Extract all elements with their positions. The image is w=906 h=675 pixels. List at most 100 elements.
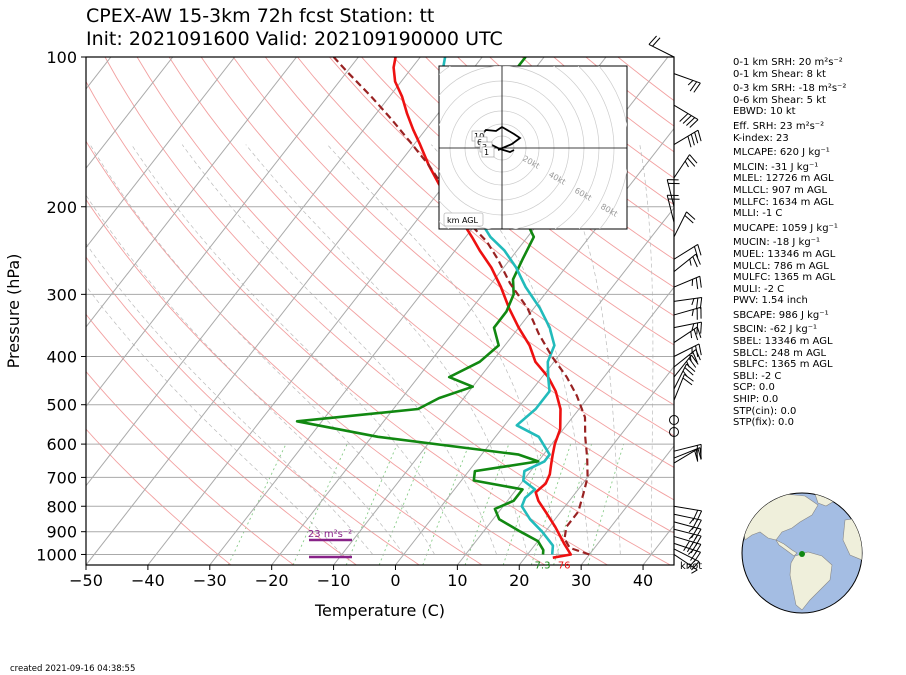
y-tick-label: 400 bbox=[46, 348, 77, 367]
stat-line: MLLI: -1 C bbox=[733, 208, 783, 220]
y-tick-label: 300 bbox=[46, 285, 77, 304]
isotherm-line bbox=[518, 365, 674, 565]
dry-adiabat-line bbox=[136, 57, 674, 534]
created-timestamp: created 2021-09-16 04:38:55 bbox=[10, 664, 136, 674]
y-tick-label: 200 bbox=[46, 198, 77, 217]
wind-barb bbox=[673, 448, 702, 464]
isotherm-line bbox=[86, 57, 236, 249]
x-tick-label: 30 bbox=[571, 571, 591, 590]
wind-barb bbox=[673, 548, 700, 571]
hodograph-trace bbox=[478, 125, 522, 153]
stat-line: MLLCL: 907 m AGL bbox=[733, 184, 828, 196]
stat-line: EBWD: 10 kt bbox=[733, 106, 796, 118]
mixing-ratio-line bbox=[227, 443, 287, 565]
stat-line: MLCIN: -31 J kg⁻¹ bbox=[733, 161, 819, 173]
stats-panel: 0-1 km SRH: 20 m²s⁻² 0-1 km Shear: 8 kt 0-… bbox=[733, 57, 903, 429]
wind-barb bbox=[673, 306, 702, 320]
wind-barb bbox=[673, 354, 699, 378]
chart-title-line2: Init: 2021091600 Valid: 202109190000 UTC bbox=[86, 28, 503, 50]
y-tick-label: 800 bbox=[46, 497, 77, 516]
surface-value-label: 76 bbox=[558, 561, 571, 572]
dry-adiabat-line bbox=[264, 57, 674, 406]
wind-barb bbox=[673, 211, 696, 238]
mixing-ratio-line bbox=[553, 443, 593, 565]
isotherm-line bbox=[395, 207, 674, 565]
stat-line: MLCAPE: 620 J kg⁻¹ bbox=[733, 147, 830, 159]
y-tick-label: 600 bbox=[46, 435, 77, 454]
wind-barb bbox=[673, 363, 696, 390]
moist-adiabat-line bbox=[86, 242, 373, 555]
dry-adiabat-line bbox=[86, 256, 420, 565]
mixing-ratio-line bbox=[422, 443, 470, 565]
y-tick-label: 700 bbox=[46, 468, 77, 487]
y-tick-label: 1000 bbox=[36, 545, 77, 564]
x-tick-label: −30 bbox=[193, 571, 227, 590]
x-tick-label: −40 bbox=[131, 571, 165, 590]
wind-barb bbox=[673, 253, 701, 272]
stat-line: SBCAPE: 986 J kg⁻¹ bbox=[733, 309, 829, 321]
stat-line: 0-1 km Shear: 8 kt bbox=[733, 68, 826, 80]
wind-barb bbox=[673, 73, 701, 93]
dry-adiabat-line bbox=[86, 198, 483, 565]
stat-line: MLEL: 12726 m AGL bbox=[733, 173, 834, 185]
x-tick-label: 40 bbox=[633, 571, 653, 590]
stat-line: MUCIN: -18 J kg⁻¹ bbox=[733, 237, 820, 249]
mixing-ratio-line bbox=[464, 443, 510, 565]
wind-barb bbox=[673, 243, 702, 260]
dry-adiabat-line bbox=[232, 57, 674, 437]
x-tick-label: −10 bbox=[317, 571, 351, 590]
wind-barb bbox=[648, 35, 675, 58]
isotherm-line bbox=[86, 57, 421, 487]
y-tick-label: 500 bbox=[46, 396, 77, 415]
stat-line: STP(fix): 0.0 bbox=[733, 417, 794, 429]
stat-line: STP(cin): 0.0 bbox=[733, 405, 797, 417]
stat-line: MUCAPE: 1059 J kg⁻¹ bbox=[733, 222, 838, 234]
parcel-profile-line bbox=[332, 57, 590, 556]
y-tick-label: 100 bbox=[46, 48, 77, 67]
moist-adiabat-line bbox=[89, 144, 435, 555]
stat-line: PWV: 1.54 inch bbox=[733, 295, 808, 307]
wind-barb bbox=[673, 447, 702, 461]
moist-adiabat-line bbox=[327, 144, 559, 555]
dry-adiabat-line bbox=[86, 370, 294, 565]
x-tick-label: −50 bbox=[69, 571, 103, 590]
moist-adiabat-line bbox=[545, 144, 621, 555]
stat-line: SBLCL: 248 m AGL bbox=[733, 347, 827, 359]
stat-line: 0-6 km Shear: 5 kt bbox=[733, 94, 826, 106]
calm-wind-marker bbox=[669, 415, 679, 425]
x-tick-label: 0 bbox=[390, 571, 400, 590]
stat-line: K-index: 23 bbox=[733, 132, 789, 144]
stat-line: SBCIN: -62 J kg⁻¹ bbox=[733, 324, 818, 336]
hodograph-height-label: 6 bbox=[477, 138, 482, 147]
dry-adiabat-line bbox=[168, 57, 674, 501]
moist-adiabat-line bbox=[86, 285, 343, 555]
stat-line: MULFC: 1365 m AGL bbox=[733, 272, 836, 284]
moist-adiabat-line bbox=[245, 144, 528, 555]
temperature-profile-line bbox=[392, 57, 573, 559]
station-marker bbox=[799, 551, 805, 557]
stat-line: SHIP: 0.0 bbox=[733, 394, 779, 406]
y-tick-label: 900 bbox=[46, 523, 77, 542]
dry-adiabat-line bbox=[86, 140, 545, 565]
south-america-landmass bbox=[789, 551, 833, 611]
wind-barb bbox=[666, 179, 680, 207]
wind-barb bbox=[673, 296, 703, 310]
moist-adiabat-line bbox=[639, 144, 654, 555]
x-tick-label: 20 bbox=[509, 571, 529, 590]
dry-adiabat-line bbox=[393, 57, 674, 288]
mixing-ratio-line bbox=[502, 443, 545, 565]
wind-barb bbox=[673, 542, 701, 562]
globe-map bbox=[741, 492, 863, 614]
x-tick-label: −20 bbox=[255, 571, 289, 590]
stat-line: 0-1 km SRH: 20 m²s⁻² bbox=[733, 57, 843, 68]
mixing-ratio-line bbox=[587, 443, 625, 565]
chart-title-line1: CPEX-AW 15-3km 72h fcst Station: tt bbox=[86, 5, 435, 27]
isotherm-line bbox=[86, 57, 297, 328]
mixing-ratio-line bbox=[378, 443, 429, 565]
eff-inflow-label: 23 m²s⁻² bbox=[308, 529, 352, 540]
stat-line: SCP: 0.0 bbox=[733, 382, 775, 394]
wind-barb bbox=[673, 349, 701, 368]
stat-line: Eff. SRH: 23 m²s⁻² bbox=[733, 120, 825, 132]
stat-line: 0-3 km SRH: -18 m²s⁻² bbox=[733, 83, 847, 95]
isotherm-line bbox=[580, 445, 674, 565]
